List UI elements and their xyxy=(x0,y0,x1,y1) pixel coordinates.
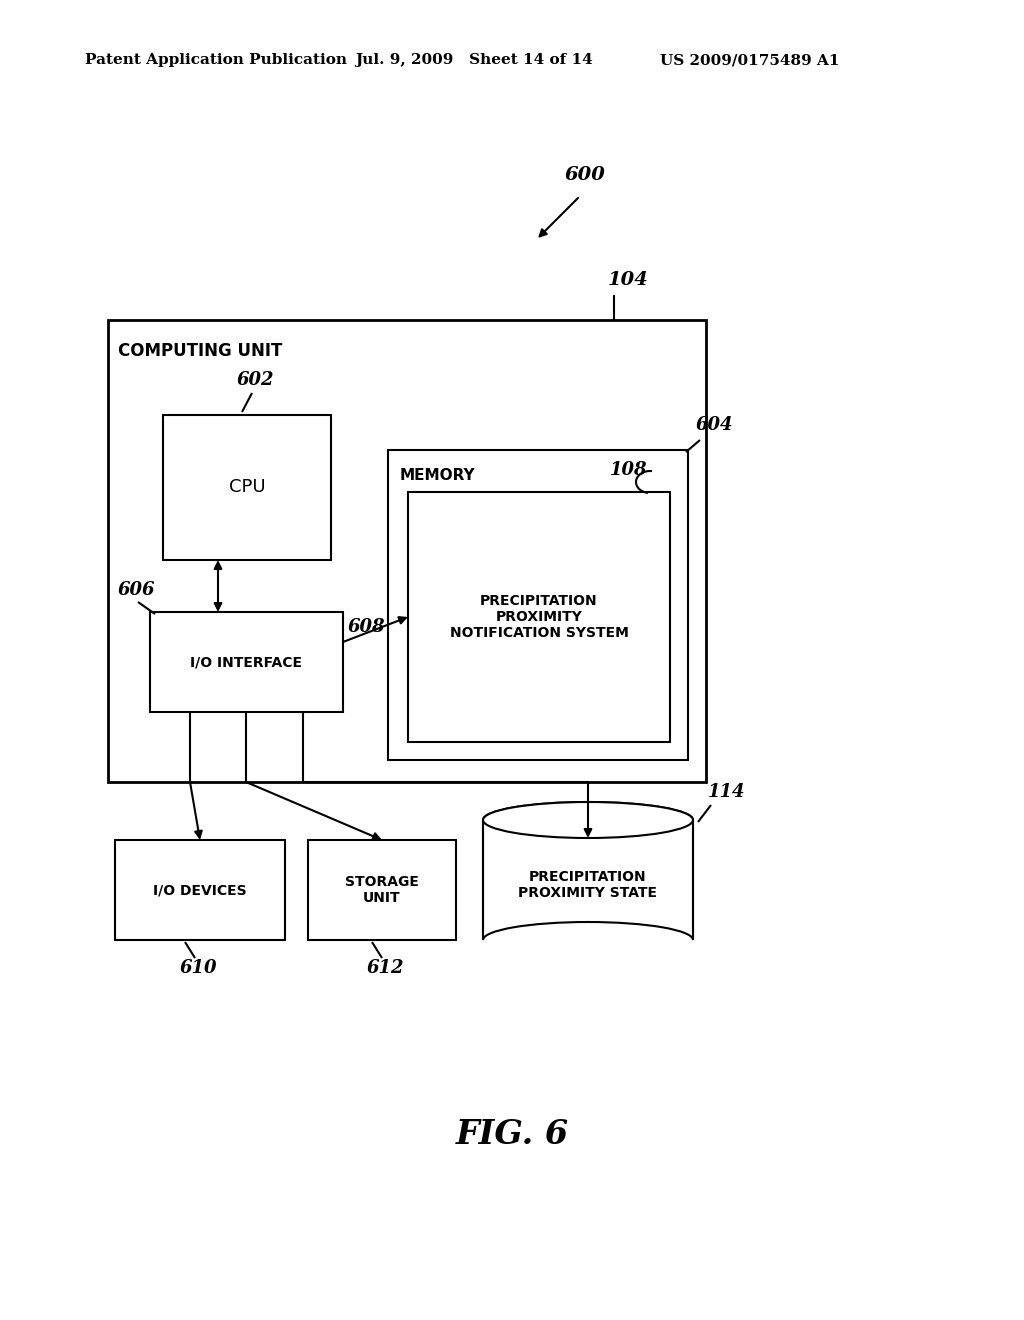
Text: 610: 610 xyxy=(180,960,217,977)
Text: 604: 604 xyxy=(696,416,733,434)
Text: 104: 104 xyxy=(608,271,649,289)
Text: 602: 602 xyxy=(237,371,274,389)
Bar xyxy=(483,820,693,940)
Bar xyxy=(108,319,706,781)
Text: I/O INTERFACE: I/O INTERFACE xyxy=(190,655,302,669)
Bar xyxy=(408,492,670,742)
Text: US 2009/0175489 A1: US 2009/0175489 A1 xyxy=(660,53,840,67)
Text: CPU: CPU xyxy=(228,479,265,496)
Text: MEMORY: MEMORY xyxy=(400,469,475,483)
Text: 108: 108 xyxy=(610,461,647,479)
Text: Jul. 9, 2009   Sheet 14 of 14: Jul. 9, 2009 Sheet 14 of 14 xyxy=(355,53,593,67)
Text: FIG. 6: FIG. 6 xyxy=(456,1118,568,1151)
Text: Patent Application Publication: Patent Application Publication xyxy=(85,53,347,67)
Bar xyxy=(388,450,688,760)
Text: 114: 114 xyxy=(708,783,745,801)
Text: 606: 606 xyxy=(118,581,156,599)
Bar xyxy=(308,840,456,940)
Text: 600: 600 xyxy=(565,166,606,183)
Ellipse shape xyxy=(483,803,693,838)
Text: 612: 612 xyxy=(367,960,404,977)
Text: 608: 608 xyxy=(348,618,385,636)
Text: COMPUTING UNIT: COMPUTING UNIT xyxy=(118,342,283,360)
Bar xyxy=(150,612,343,711)
Bar xyxy=(163,414,331,560)
Text: I/O DEVICES: I/O DEVICES xyxy=(154,883,247,898)
Text: PRECIPITATION
PROXIMITY
NOTIFICATION SYSTEM: PRECIPITATION PROXIMITY NOTIFICATION SYS… xyxy=(450,594,629,640)
Ellipse shape xyxy=(483,803,693,838)
Text: STORAGE
UNIT: STORAGE UNIT xyxy=(345,875,419,906)
Text: PRECIPITATION
PROXIMITY STATE: PRECIPITATION PROXIMITY STATE xyxy=(518,870,657,900)
Bar xyxy=(115,840,285,940)
